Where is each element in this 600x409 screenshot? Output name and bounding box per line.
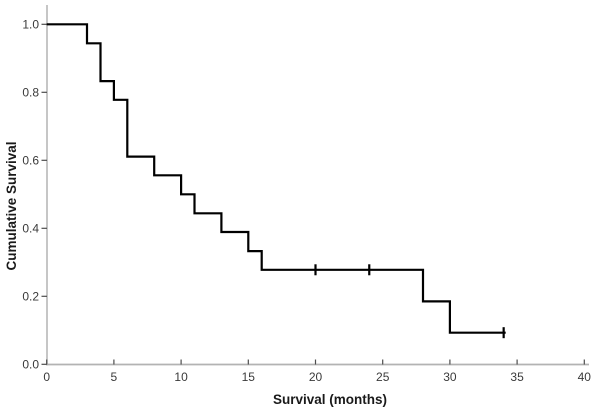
x-tick-label: 5	[111, 370, 118, 384]
x-tick-label: 35	[510, 370, 524, 384]
x-tick-label: 30	[443, 370, 457, 384]
x-tick-label: 10	[174, 370, 188, 384]
y-tick-label: 1.0	[22, 17, 39, 31]
y-axis-title: Cumulative Survival	[4, 141, 19, 270]
x-tick-label: 25	[376, 370, 390, 384]
y-tick-label: 0.6	[22, 153, 39, 167]
x-tick-label: 0	[43, 370, 50, 384]
y-tick-label: 0.2	[22, 289, 39, 303]
y-tick-label: 0.0	[22, 357, 39, 371]
survival-curve-layer	[46, 23, 506, 339]
y-tick-label: 0.8	[22, 85, 39, 99]
ticks-layer: 0 5 10 15 20 25 30 35 40 0.0 0.2 0.4 0.6 0.8 1.0	[22, 17, 591, 384]
axes-layer	[46, 5, 589, 366]
x-tick-label: 20	[309, 370, 323, 384]
x-axis-title: Survival (months)	[273, 392, 387, 407]
survival-step-line	[46, 23, 506, 334]
x-tick-label: 40	[578, 370, 592, 384]
x-tick-label: 15	[242, 370, 256, 384]
y-tick-label: 0.4	[22, 221, 39, 235]
